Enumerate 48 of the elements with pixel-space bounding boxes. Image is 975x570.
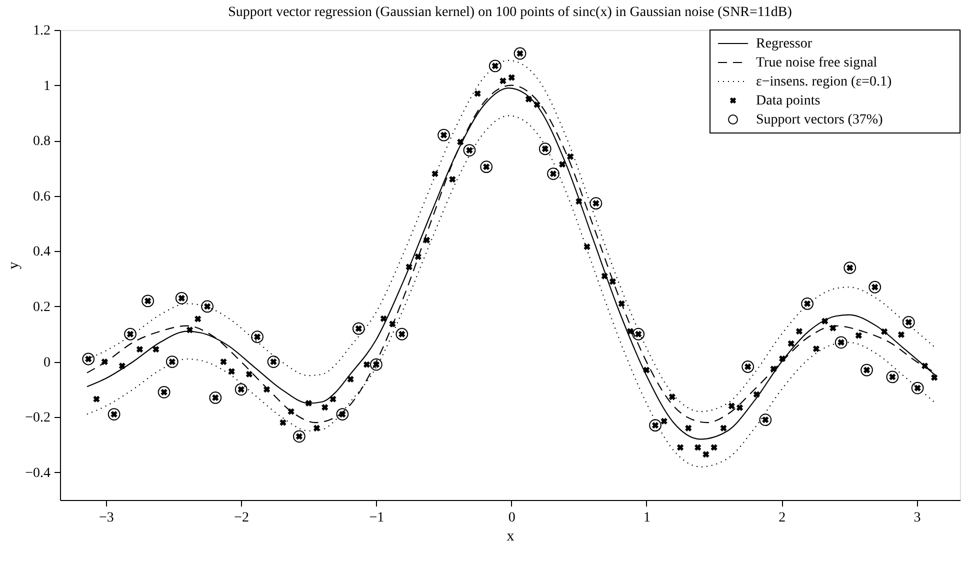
point (801, 298, 814, 310)
y-tick-label: −0.4 (25, 466, 50, 481)
y-tick-label: −0.2 (25, 410, 50, 426)
point (166, 356, 178, 368)
point (142, 294, 154, 308)
point (82, 352, 95, 366)
point (632, 328, 645, 340)
y-tick-label: 0.6 (33, 189, 50, 204)
y-tick-label: 0.4 (33, 244, 50, 260)
x-tick-label: −3 (98, 510, 114, 526)
point (336, 408, 349, 420)
x-tick-label: 3 (914, 510, 921, 526)
point (514, 47, 526, 60)
legend-label: Data points (756, 94, 820, 108)
point (251, 330, 264, 344)
legend-label: Regressor (756, 36, 812, 52)
point (590, 197, 602, 210)
y-tick-label: 0 (44, 355, 50, 370)
y-tick-label: 1.2 (33, 24, 50, 38)
point (267, 356, 280, 368)
point (352, 322, 365, 335)
legend-label: True noise free signal (756, 56, 878, 70)
point (201, 300, 214, 313)
point (886, 370, 899, 384)
point (547, 168, 560, 180)
point (108, 408, 120, 420)
x-tick-label: −2 (234, 510, 250, 526)
point (902, 316, 915, 328)
legend-label: Support vectors (37%) (756, 112, 884, 128)
chart-title: Support vector regression (Gaussian kernel) on 100 points of sinc(x) in Gaussian noise (SNR=11dB) (228, 5, 792, 20)
point (438, 128, 450, 142)
y-axis-title: y (6, 261, 22, 270)
x-tick-label: 2 (778, 510, 786, 526)
point (209, 392, 222, 404)
x-tick-label: −1 (369, 510, 384, 526)
point (759, 414, 772, 426)
y-tick-label: 1 (44, 78, 50, 94)
legend-label: ε−insens. region (ε=0.1) (756, 74, 892, 90)
x-tick-label: 1 (643, 510, 650, 526)
point (844, 262, 856, 274)
point (911, 382, 924, 394)
point (488, 60, 502, 72)
x-tick-label: 0 (508, 510, 516, 526)
point (742, 360, 754, 373)
x-axis-title: x (506, 528, 515, 544)
y-tick-label: 0.2 (33, 300, 50, 315)
point (538, 142, 552, 156)
y-tick-label: 0.8 (33, 134, 50, 150)
